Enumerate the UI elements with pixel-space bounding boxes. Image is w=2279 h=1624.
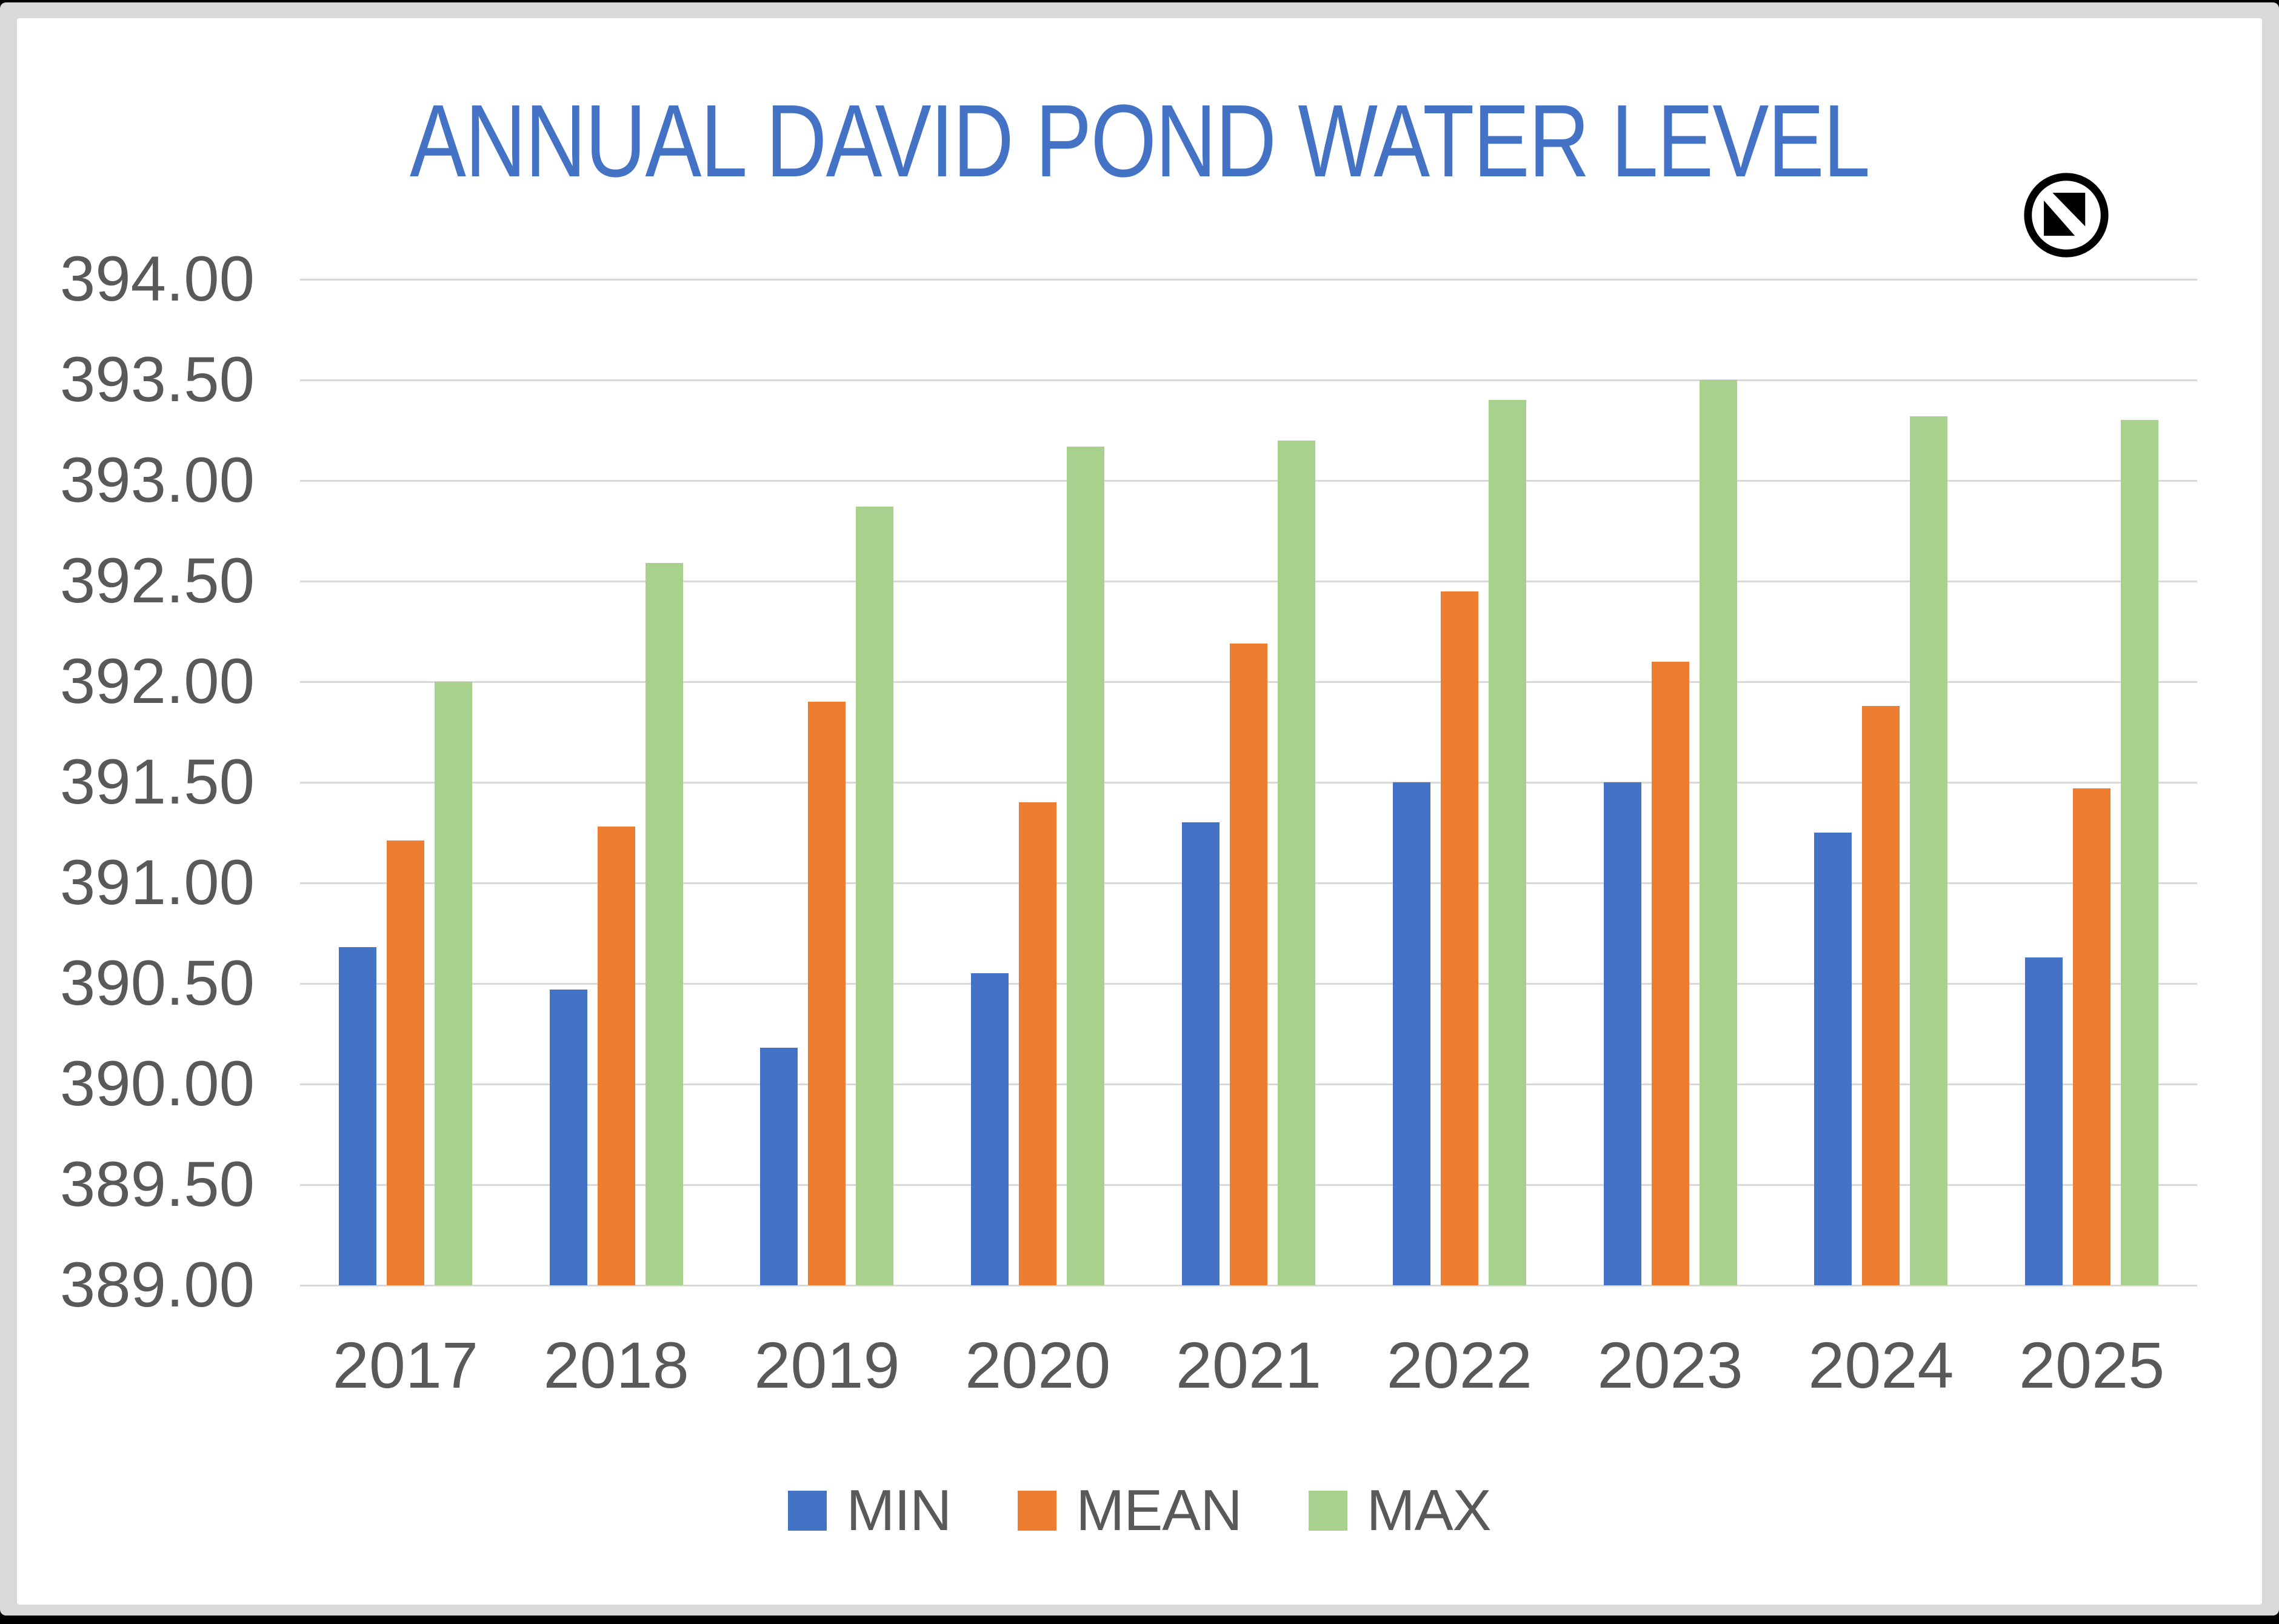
bar-group-2017 [300,279,511,1285]
legend-swatch-min [788,1491,827,1531]
bar-min-2022 [1392,782,1430,1285]
y-tick-label: 390.00 [59,1048,255,1119]
bar-group-2023 [1565,279,1776,1285]
bar-max-2017 [434,682,472,1285]
legend-swatch-mean [1018,1491,1057,1531]
legend-label: MIN [846,1478,952,1543]
legend-swatch-max [1308,1491,1347,1531]
bar-max-2018 [645,563,683,1285]
bar-mean-2019 [808,702,846,1285]
bar-group-2022 [1354,279,1565,1285]
bar-min-2024 [1814,833,1852,1285]
y-tick-label: 394.00 [59,244,255,314]
y-tick-label: 389.00 [59,1250,255,1320]
y-tick-label: 392.00 [59,646,255,717]
y-tick-label: 389.50 [59,1149,255,1220]
legend-label: MEAN [1076,1478,1242,1543]
gridline-394.00 [300,279,2197,281]
bar-min-2023 [1603,782,1641,1285]
legend-item-min: MIN [788,1477,952,1544]
legend-item-mean: MEAN [1018,1477,1243,1544]
x-axis-labels: 2017 2018 2019 2020 2021 2022 2023 2024 2025 [300,1327,2197,1412]
bar-max-2021 [1277,440,1315,1285]
bar-group-2019 [722,279,933,1285]
gridline-393.50 [300,379,2197,381]
bar-mean-2021 [1229,643,1267,1285]
x-tick-label-2018: 2018 [543,1328,689,1402]
bar-max-2023 [1699,380,1737,1285]
bar-max-2025 [2121,420,2159,1285]
y-tick-label: 391.50 [59,747,255,817]
bar-mean-2025 [2073,788,2111,1285]
bar-min-2020 [971,973,1009,1285]
gridline-389.00 [300,1285,2197,1286]
y-tick-label: 393.50 [59,344,255,415]
bar-mean-2017 [386,840,424,1285]
bar-max-2019 [856,507,894,1285]
chart-title: ANNUAL DAVID POND WATER LEVEL [410,84,1870,199]
y-tick-label: 392.50 [59,545,255,616]
y-tick-label: 390.50 [59,948,255,1019]
legend-item-max: MAX [1308,1477,1492,1544]
bar-group-2018 [511,279,722,1285]
x-tick-label-2021: 2021 [1175,1328,1322,1402]
bar-group-2021 [1143,279,1354,1285]
bar-min-2017 [338,947,376,1285]
bar-min-2021 [1181,822,1220,1285]
bar-max-2024 [1910,416,1948,1285]
x-tick-label-2022: 2022 [1386,1328,1532,1402]
bar-group-2025 [1986,279,2197,1285]
x-tick-label-2020: 2020 [965,1328,1111,1402]
chart-card: ANNUAL DAVID POND WATER LEVEL 394.00 393.… [17,18,2262,1605]
bar-min-2025 [2025,957,2063,1285]
bar-group-2024 [1775,279,1986,1285]
bar-mean-2023 [1651,661,1689,1285]
gridline-392.50 [300,581,2197,582]
circled-diagonal-square-icon [2023,172,2109,258]
x-tick-label-2025: 2025 [2018,1328,2165,1402]
bar-mean-2024 [1862,705,1900,1285]
bar-mean-2020 [1019,802,1057,1285]
plot-area [300,279,2197,1286]
bar-mean-2022 [1440,591,1478,1285]
legend: MIN MEAN MAX [17,1477,2262,1544]
y-axis-labels: 394.00 393.50 393.00 392.50 392.00 391.50 391.… [35,244,255,1320]
bar-group-2020 [932,279,1143,1285]
bar-min-2018 [549,989,587,1285]
x-tick-label-2023: 2023 [1597,1328,1743,1402]
bar-max-2020 [1067,446,1105,1285]
bar-max-2022 [1488,400,1526,1285]
y-tick-label: 393.00 [59,445,255,516]
bar-mean-2018 [597,827,635,1285]
y-tick-label: 391.00 [59,847,255,918]
x-tick-label-2019: 2019 [754,1328,900,1402]
bar-min-2019 [760,1048,798,1285]
x-tick-label-2017: 2017 [332,1328,479,1402]
legend-label: MAX [1366,1478,1492,1543]
gridline-393.00 [300,480,2197,482]
x-tick-label-2024: 2024 [1808,1328,1954,1402]
